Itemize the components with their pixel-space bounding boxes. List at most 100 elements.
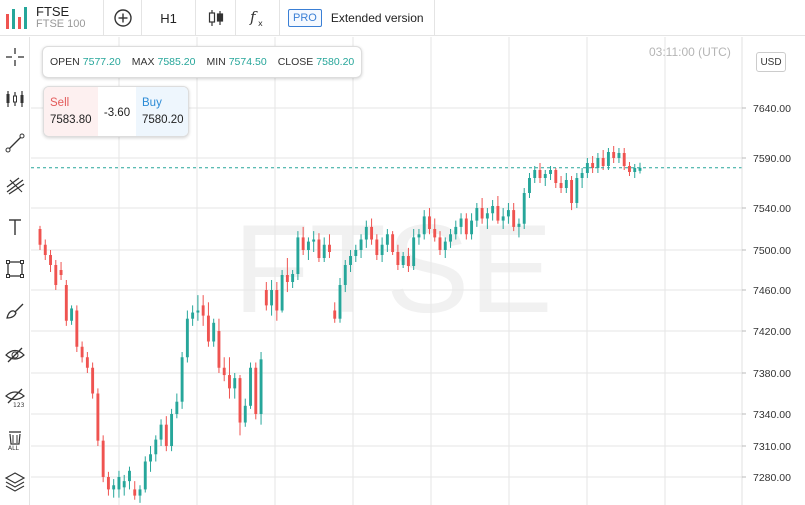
candle-body <box>243 405 247 423</box>
chart-watermark: FTSE <box>233 200 552 339</box>
close-label: CLOSE <box>277 56 314 68</box>
candle-body <box>249 367 252 406</box>
add-symbol-button[interactable] <box>104 0 142 36</box>
extended-version-link[interactable]: PRO Extended version <box>280 0 435 36</box>
candle-body <box>80 346 84 358</box>
left-toolbar: 123 ALL <box>0 37 30 505</box>
candle-body <box>259 359 263 414</box>
candle-body <box>617 153 621 158</box>
candles <box>31 146 742 503</box>
candle-body <box>275 290 279 311</box>
buy-button[interactable]: Buy 7580.20 <box>136 87 188 136</box>
currency-button[interactable]: USD <box>756 52 786 72</box>
brush-tool[interactable] <box>1 297 29 325</box>
candle-body <box>612 152 616 158</box>
delete-all-tool[interactable]: ALL <box>1 426 29 454</box>
plus-circle-icon <box>113 9 132 27</box>
candle-body <box>312 239 316 242</box>
candle-body <box>454 226 458 235</box>
candle-body <box>306 241 310 250</box>
hide-indicators-icon: 123 <box>5 388 25 408</box>
timeframe-button[interactable]: H1 <box>142 0 196 36</box>
candle-body <box>533 170 537 178</box>
y-tick-label: 7640.00 <box>753 103 791 115</box>
candle-body <box>75 310 79 347</box>
rectangle-tool[interactable] <box>1 255 29 283</box>
candle-body <box>317 239 321 258</box>
candle-body <box>96 393 100 441</box>
trend-line-tool[interactable] <box>1 129 29 157</box>
candle-body <box>417 234 421 238</box>
candle-body <box>201 305 205 316</box>
y-tick-label: 7460.00 <box>753 285 791 297</box>
layers-icon <box>4 472 26 492</box>
candle-body <box>128 470 131 482</box>
candle-body <box>449 234 452 242</box>
candle-body <box>359 239 363 250</box>
fib-tool[interactable] <box>1 171 29 199</box>
indicators-button[interactable]: f x <box>236 0 280 36</box>
svg-text:123: 123 <box>13 402 25 408</box>
text-tool[interactable] <box>1 213 29 241</box>
candle-body <box>170 414 174 446</box>
candle-body <box>638 167 642 171</box>
candle-body <box>133 489 137 496</box>
hide-indicators-tool[interactable]: 123 <box>1 383 29 411</box>
candle-body <box>254 367 258 414</box>
chart-type-button[interactable] <box>196 0 236 36</box>
candle-body <box>264 290 268 306</box>
candle-body <box>228 375 231 389</box>
trend-line-icon <box>5 133 25 153</box>
svg-text:ALL: ALL <box>8 445 19 451</box>
candle-body <box>159 424 163 440</box>
candle-body <box>480 208 484 219</box>
candlestick-icon <box>208 10 223 26</box>
candle-body <box>238 378 242 423</box>
candle-body <box>475 208 479 221</box>
price-chart[interactable]: FTSE 7280.00 7310.00 7340.00 7380.00 7420.00… <box>31 37 805 505</box>
candle-body <box>554 170 558 183</box>
candle-body <box>422 216 426 235</box>
sell-price: 7583.80 <box>50 114 92 126</box>
candle-body <box>122 481 126 488</box>
candle-body <box>196 310 200 313</box>
hide-drawings-tool[interactable] <box>1 340 29 368</box>
layers-tool[interactable] <box>1 467 29 495</box>
candle-body <box>406 256 410 266</box>
candle-body <box>164 424 168 446</box>
candle-body <box>370 226 374 240</box>
candle-body <box>506 210 510 217</box>
candle-body <box>349 256 352 265</box>
symbol-selector[interactable]: FTSE FTSE 100 <box>0 0 104 36</box>
candle-body <box>85 357 89 368</box>
candle-body <box>212 322 216 342</box>
candle-body <box>338 285 342 319</box>
candle-settings-tool[interactable] <box>1 85 29 113</box>
spread-value: -3.60 <box>98 87 136 136</box>
candle-body <box>401 256 405 265</box>
open-value: 7577.20 <box>82 56 121 68</box>
candle-body <box>333 310 337 319</box>
candle-body <box>101 440 105 477</box>
y-tick-label: 7420.00 <box>753 326 791 338</box>
candle-body <box>385 234 389 245</box>
candle-body <box>501 216 505 221</box>
text-tool-icon <box>9 219 21 235</box>
sell-button[interactable]: Sell 7583.80 <box>44 87 98 136</box>
grid <box>31 37 742 505</box>
brush-tool-icon <box>6 303 24 319</box>
min-label: MIN <box>206 56 226 68</box>
candle-body <box>91 367 95 394</box>
crosshair-tool[interactable] <box>1 43 29 71</box>
candle-body <box>117 477 121 490</box>
buy-price: 7580.20 <box>142 114 184 126</box>
candle-body <box>391 234 395 252</box>
max-value: 7585.20 <box>157 56 196 68</box>
candle-body <box>496 206 500 221</box>
candle-body <box>396 252 400 265</box>
candle-body <box>428 216 431 229</box>
candle-body <box>280 275 284 311</box>
candle-body <box>191 312 195 319</box>
symbol-name: FTSE 100 <box>36 18 86 30</box>
candle-body <box>443 241 447 250</box>
